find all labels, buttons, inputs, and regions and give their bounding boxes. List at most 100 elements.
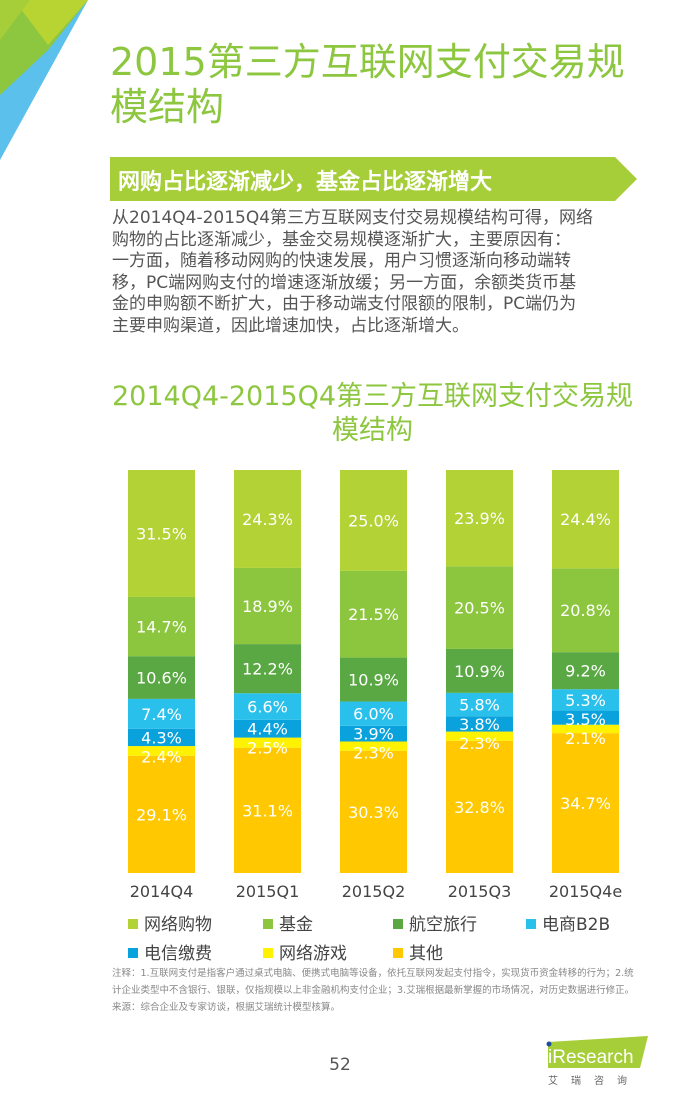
data-label: 20.5%: [454, 599, 505, 618]
category-label: 2015Q3: [448, 882, 512, 901]
data-label: 10.9%: [454, 662, 505, 681]
footnote-line: 来源：综合企业及专家访谈，根据艾瑞统计模型核算。: [112, 1002, 341, 1013]
data-label: 20.8%: [560, 601, 611, 620]
bar-segment: [340, 725, 407, 742]
data-label: 2.3%: [353, 744, 394, 763]
bar-segment: [340, 741, 407, 751]
category-label: 2015Q1: [236, 882, 300, 901]
bar-segment: [128, 746, 195, 756]
body-paragraph: 从2014Q4-2015Q4第三方互联网支付交易规模结构可得，网络 购物的占比逐…: [112, 208, 652, 338]
legend-label: 网络购物: [144, 915, 212, 935]
data-label: 4.4%: [247, 720, 288, 739]
data-label: 24.4%: [560, 510, 611, 529]
data-label: 5.3%: [565, 691, 606, 710]
bar-segment: [234, 737, 301, 748]
bar-segment: [128, 656, 195, 699]
data-label: 30.3%: [348, 803, 399, 822]
data-label: 25.0%: [348, 511, 399, 530]
page-title: 2015第三方互联网支付交易规模结构: [110, 40, 625, 129]
bar-segment: [128, 755, 195, 873]
data-label: 14.7%: [136, 618, 187, 637]
bar-segment: [340, 470, 407, 571]
data-label: 24.3%: [242, 510, 293, 529]
legend-item: 其他: [393, 939, 443, 964]
bar-segment: [340, 750, 407, 873]
legend-swatch: [393, 919, 403, 929]
data-label: 32.8%: [454, 798, 505, 817]
bar-segment: [234, 693, 301, 720]
corner-decoration: [0, 0, 88, 160]
legend-item: 电商B2B: [526, 910, 610, 935]
legend-item: 电信缴费: [128, 939, 212, 964]
bar-segment: [446, 740, 513, 873]
category-label: 2014Q4: [130, 882, 194, 901]
body-line: 主要申购渠道，因此增速加快，占比逐渐增大。: [112, 315, 469, 336]
bar-segment: [446, 716, 513, 732]
category-label: 2015Q4e: [549, 882, 622, 901]
bar-segment: [552, 568, 619, 653]
data-label: 2.3%: [459, 734, 500, 753]
legend-swatch: [263, 948, 273, 958]
data-label: 18.9%: [242, 597, 293, 616]
body-line: 移，PC端网购支付的增速逐渐放缓；另一方面，余额类货币基: [112, 272, 577, 293]
legend-item: 基金: [263, 910, 313, 935]
legend-label: 网络游戏: [279, 944, 347, 964]
data-label: 10.6%: [136, 669, 187, 688]
legend-swatch: [526, 919, 536, 929]
data-label: 23.9%: [454, 509, 505, 528]
data-label: 5.8%: [459, 696, 500, 715]
page-number: 52: [329, 1055, 351, 1075]
footnote-line: 注释：1.互联网支付是指客户通过桌式电脑、便携式电脑等设备，依托互联网发起支付指…: [112, 968, 634, 979]
banner-arrow-shape: [110, 157, 637, 201]
bar-segment: [552, 710, 619, 725]
chart-title: 2014Q4-2015Q4第三方互联网支付交易规模结构: [111, 381, 634, 446]
body-line: 购物的占比逐渐减少，基金交易规模逐渐扩大，主要原因有：: [112, 229, 571, 250]
bar-segment: [128, 596, 195, 657]
bar-segment: [234, 567, 301, 645]
logo-cn-text: 艾瑞咨询: [548, 1076, 640, 1087]
bar-segment: [552, 470, 619, 569]
data-label: 31.1%: [242, 801, 293, 820]
data-label: 3.9%: [353, 725, 394, 744]
iresearch-logo: iResearch: [546, 1036, 648, 1068]
bar-segment: [446, 648, 513, 693]
bar-segment: [552, 733, 619, 873]
data-label: 3.5%: [565, 710, 606, 729]
bar-segment: [234, 644, 301, 694]
data-label: 4.3%: [141, 728, 182, 747]
bar-segment: [340, 701, 407, 726]
bar-segment: [128, 728, 195, 747]
bar-segment: [552, 724, 619, 734]
bar-segment: [552, 689, 619, 711]
footnote-line: 计企业类型中不含银行、银联，仅指规模以上非金融机构支付企业；3.艾瑞根据最新掌握…: [112, 985, 635, 996]
banner-text: 网购占比逐渐减少，基金占比逐渐增大: [118, 170, 493, 195]
bar-segment: [552, 652, 619, 690]
legend-swatch: [128, 919, 138, 929]
legend-label: 电商B2B: [542, 915, 611, 935]
footnote: 注释：1.互联网支付是指客户通过桌式电脑、便携式电脑等设备，依托互联网发起支付指…: [112, 965, 652, 1016]
data-label: 3.8%: [459, 715, 500, 734]
legend-swatch: [393, 948, 403, 958]
data-label: 31.5%: [136, 524, 187, 543]
body-line: 一方面，随着移动网购的快速发展，用户习惯逐渐向移动端转: [112, 251, 571, 272]
bar-segment: [446, 566, 513, 649]
stacked-bar-chart: 31.5% 14.7% 10.6% 7.4% 4.3%2.4% 29.1% 2014Q4 24…: [128, 470, 622, 901]
headline-banner: 网购占比逐渐减少，基金占比逐渐增大: [110, 157, 637, 201]
legend-item: 航空旅行: [393, 910, 477, 935]
data-label: 7.4%: [141, 705, 182, 724]
bar-segment: [128, 698, 195, 729]
legend-item: 网络购物: [128, 910, 212, 935]
data-label: 10.9%: [348, 671, 399, 690]
data-label: 29.1%: [136, 805, 187, 824]
data-label: 2.4%: [141, 747, 182, 766]
data-label: 2.1%: [565, 729, 606, 748]
bar-segment: [234, 747, 301, 873]
bar-segment: [446, 470, 513, 567]
legend-label: 其他: [409, 944, 443, 964]
bar-segment: [234, 470, 301, 568]
bar-segment: [128, 470, 195, 597]
legend-label: 基金: [279, 915, 313, 935]
legend-swatch: [128, 948, 138, 958]
bar-segment: [340, 657, 407, 702]
bar-segment: [446, 731, 513, 741]
